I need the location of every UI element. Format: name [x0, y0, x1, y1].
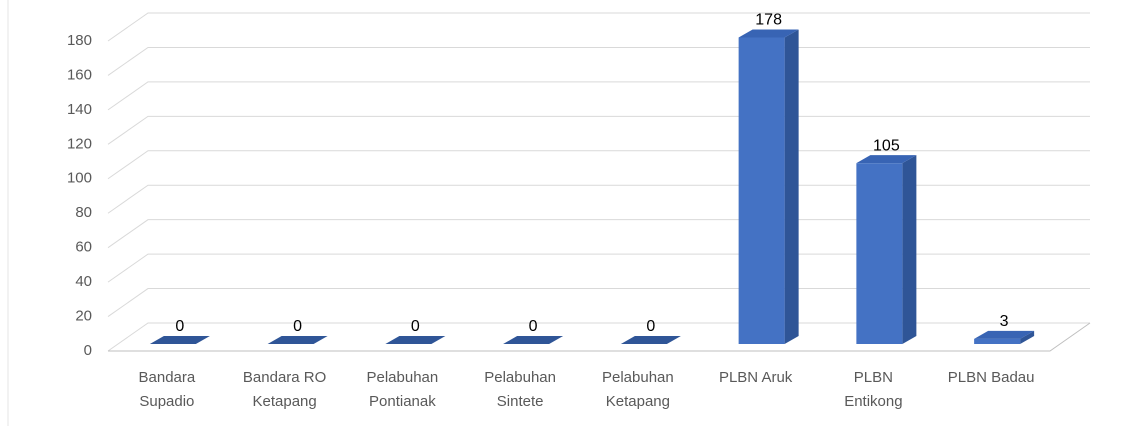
- x-tick-label: Supadio: [139, 393, 194, 410]
- value-label: 0: [646, 318, 655, 335]
- y-tick-label: 120: [67, 135, 92, 152]
- bar-front: [856, 163, 903, 344]
- bar: [620, 336, 681, 344]
- value-label: 105: [873, 137, 900, 154]
- grid-line: [107, 253, 1090, 283]
- grid-line: [107, 322, 1090, 352]
- x-tick-label: PLBN: [854, 369, 893, 386]
- x-tick-label: PLBN Aruk: [719, 369, 793, 386]
- grid-line: [107, 288, 1090, 317]
- grid-line: [107, 219, 1090, 249]
- x-tick-label: Pelabuhan: [484, 369, 556, 386]
- y-tick-label: 160: [67, 66, 92, 83]
- x-tick-label: Pontianak: [369, 393, 436, 410]
- bar: [267, 336, 328, 344]
- value-label: 0: [175, 318, 184, 335]
- grid-line: [107, 12, 1090, 42]
- x-tick-label: Bandara: [139, 369, 196, 386]
- y-tick-label: 0: [84, 342, 92, 359]
- y-tick-label: 80: [75, 204, 92, 221]
- bar: [385, 336, 446, 344]
- grid-line: [107, 150, 1090, 180]
- value-label: 3: [1000, 313, 1009, 330]
- bar: [738, 29, 799, 344]
- x-tick-label: Entikong: [844, 393, 902, 410]
- floor-edge: [108, 322, 1091, 352]
- x-tick-label: Sintete: [497, 393, 544, 410]
- y-tick-label: 140: [67, 101, 92, 118]
- y-tick-label: 100: [67, 170, 92, 187]
- bar-top: [620, 336, 681, 344]
- x-tick-label: Ketapang: [606, 393, 670, 410]
- bar-top: [738, 29, 799, 38]
- y-tick-label: 60: [75, 239, 92, 256]
- bar-front: [738, 37, 785, 344]
- value-label: 178: [755, 12, 782, 29]
- bar: [974, 330, 1035, 344]
- bar-top: [503, 336, 564, 344]
- bar-side: [902, 155, 917, 344]
- value-label: 0: [411, 318, 420, 335]
- bar-side: [784, 29, 799, 344]
- bar-top: [385, 336, 446, 344]
- grid-line: [107, 46, 1090, 76]
- grid-line: [107, 81, 1090, 111]
- x-tick-label: PLBN Badau: [948, 369, 1035, 386]
- bar-top: [267, 336, 328, 344]
- bar-top: [974, 330, 1035, 339]
- x-tick-label: Ketapang: [253, 393, 317, 410]
- bar-top: [149, 336, 210, 344]
- bar-top: [856, 155, 917, 164]
- bar: [149, 336, 210, 344]
- y-tick-label: 40: [75, 273, 92, 290]
- bar-side: [1020, 330, 1035, 344]
- y-tick-label: 180: [67, 32, 92, 49]
- x-tick-label: Bandara RO: [243, 369, 326, 386]
- value-label: 0: [293, 318, 302, 335]
- value-label: 0: [529, 318, 538, 335]
- x-tick-label: Pelabuhan: [367, 369, 439, 386]
- bar-front: [974, 338, 1021, 344]
- grid-line: [107, 115, 1090, 145]
- bar: [856, 155, 917, 344]
- bar: [503, 336, 564, 344]
- x-tick-label: Pelabuhan: [602, 369, 674, 386]
- grid-line: [107, 184, 1090, 214]
- y-tick-label: 20: [75, 308, 92, 325]
